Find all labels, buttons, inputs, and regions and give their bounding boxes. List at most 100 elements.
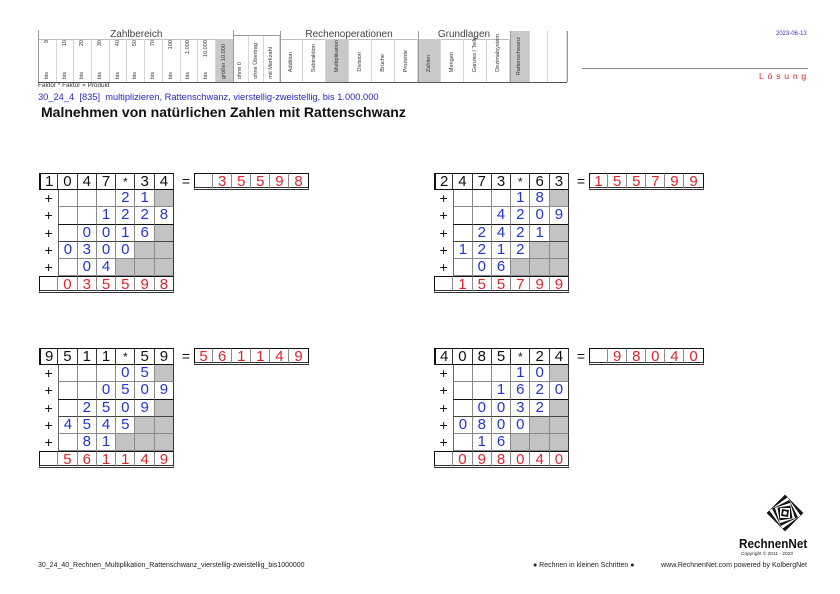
sum-digit: 5 bbox=[58, 451, 78, 469]
plus-sign: + bbox=[439, 190, 448, 207]
factor-digit: 3 bbox=[491, 173, 512, 191]
result-digit: 9 bbox=[270, 173, 290, 191]
date-stamp: 2023-06-13 bbox=[776, 31, 807, 37]
partial-digit: 0 bbox=[549, 382, 570, 400]
partial-digit: 0 bbox=[135, 382, 155, 400]
factor-digit: 5 bbox=[135, 348, 155, 366]
partial-digit: 1 bbox=[135, 190, 155, 208]
range-value: 30 bbox=[96, 40, 103, 47]
partial-digit: 6 bbox=[511, 382, 531, 400]
partial-digit: 0 bbox=[491, 399, 512, 417]
partial-digit: 2 bbox=[530, 382, 550, 400]
plus-sign: + bbox=[44, 258, 53, 275]
partial-digit bbox=[453, 258, 473, 277]
partial-digit: 2 bbox=[116, 190, 136, 208]
partial-digit: 0 bbox=[530, 365, 550, 383]
partial-digit bbox=[453, 207, 473, 225]
shaded-cell bbox=[135, 416, 155, 434]
shaded-cell bbox=[549, 433, 570, 452]
partial-digit: 0 bbox=[58, 241, 78, 259]
partial-digit: 2 bbox=[530, 399, 550, 417]
partial-digit bbox=[77, 207, 97, 225]
partial-digit: 0 bbox=[453, 416, 473, 434]
solution-label: Lösung bbox=[759, 71, 810, 81]
partial-digit: 4 bbox=[491, 224, 512, 242]
operation-column: Division bbox=[349, 39, 372, 82]
partial-digit: 0 bbox=[491, 416, 512, 434]
calculation-grid: 9 5 1 1 * 5 9 + 0 5 + 0 5 0 9 + 2 5 0 bbox=[39, 348, 175, 469]
operation-label: Multiplikation bbox=[333, 39, 340, 72]
result-digit: 0 bbox=[646, 348, 666, 366]
partial-digit bbox=[453, 382, 473, 400]
range-column: 50 bis bbox=[128, 39, 146, 82]
operation-label: Prozente bbox=[402, 49, 409, 72]
plus-sign: + bbox=[439, 207, 448, 224]
operation-label: Division bbox=[356, 52, 363, 72]
partial-digit bbox=[453, 190, 473, 208]
partial-digit bbox=[453, 399, 473, 417]
shaded-cell bbox=[135, 258, 155, 277]
plus-sign: + bbox=[44, 416, 53, 433]
sum-digit: 0 bbox=[58, 276, 78, 294]
empty-column bbox=[548, 31, 567, 82]
partial-digit: 9 bbox=[135, 399, 155, 417]
range-column: 20 bis bbox=[74, 39, 93, 82]
sum-digit bbox=[434, 276, 454, 294]
partial-digit: 3 bbox=[511, 399, 531, 417]
footer-site: www.RechnenNet.com powered by KolbergNet bbox=[661, 562, 807, 569]
range-value: 10 bbox=[61, 40, 68, 47]
partial-digit: 0 bbox=[116, 365, 136, 383]
partial-digit: 2 bbox=[511, 241, 531, 259]
group-label-zahlbereich: Zahlbereich bbox=[39, 30, 234, 40]
result-digit: 0 bbox=[684, 348, 704, 366]
partial-digit: 2 bbox=[472, 241, 492, 259]
result-digit: 5 bbox=[608, 173, 628, 191]
partial-digit: 5 bbox=[116, 416, 136, 434]
result-digit bbox=[589, 348, 609, 366]
partial-digit: 0 bbox=[116, 241, 136, 259]
shaded-cell bbox=[154, 258, 175, 277]
shaded-cell bbox=[530, 241, 550, 259]
equals-sign: = bbox=[181, 348, 191, 364]
result-digit: 8 bbox=[289, 173, 309, 191]
factor-digit: 8 bbox=[472, 348, 492, 366]
partial-digit bbox=[77, 365, 97, 383]
range-prefix: bis bbox=[114, 71, 121, 79]
basics-column: Ganzes / Teile bbox=[464, 37, 487, 82]
sum-digit: 5 bbox=[96, 276, 117, 294]
factor-digit: 3 bbox=[549, 173, 570, 191]
sum-digit bbox=[39, 276, 59, 294]
sum-digit bbox=[39, 451, 59, 469]
name-line bbox=[582, 68, 808, 69]
sum-digit: 9 bbox=[530, 276, 550, 294]
partial-digit: 4 bbox=[96, 416, 117, 434]
range-prefix: bis bbox=[167, 71, 174, 79]
plus-sign: + bbox=[44, 433, 53, 450]
partial-digit: 6 bbox=[491, 433, 512, 452]
partial-digit: 5 bbox=[77, 416, 97, 434]
result-digit: 8 bbox=[627, 348, 647, 366]
partial-digit: 6 bbox=[135, 224, 155, 242]
result-digit bbox=[194, 173, 214, 191]
divider bbox=[233, 30, 235, 82]
sum-digit: 0 bbox=[549, 451, 570, 469]
divider bbox=[566, 31, 568, 82]
range-column: 9 bis bbox=[39, 39, 57, 82]
operation-column: Prozente bbox=[395, 39, 418, 82]
range-value: 100 bbox=[167, 40, 174, 50]
basics-label: Zahlen bbox=[425, 54, 432, 72]
sum-digit: 9 bbox=[549, 276, 570, 294]
partial-digit bbox=[96, 190, 117, 208]
factor-digit: 2 bbox=[434, 173, 454, 191]
range-column: 40 bis bbox=[110, 39, 128, 82]
partial-digit: 0 bbox=[511, 416, 531, 434]
operation-column: Addition bbox=[280, 39, 303, 82]
factor-digit: 4 bbox=[434, 348, 454, 366]
range-value: 1.000 bbox=[185, 40, 192, 54]
partial-digit bbox=[453, 365, 473, 383]
sum-digit: 7 bbox=[511, 276, 531, 294]
shaded-cell bbox=[154, 190, 175, 208]
plus-sign: + bbox=[44, 190, 53, 207]
partial-digit: 8 bbox=[472, 416, 492, 434]
plus-sign: + bbox=[439, 382, 448, 399]
